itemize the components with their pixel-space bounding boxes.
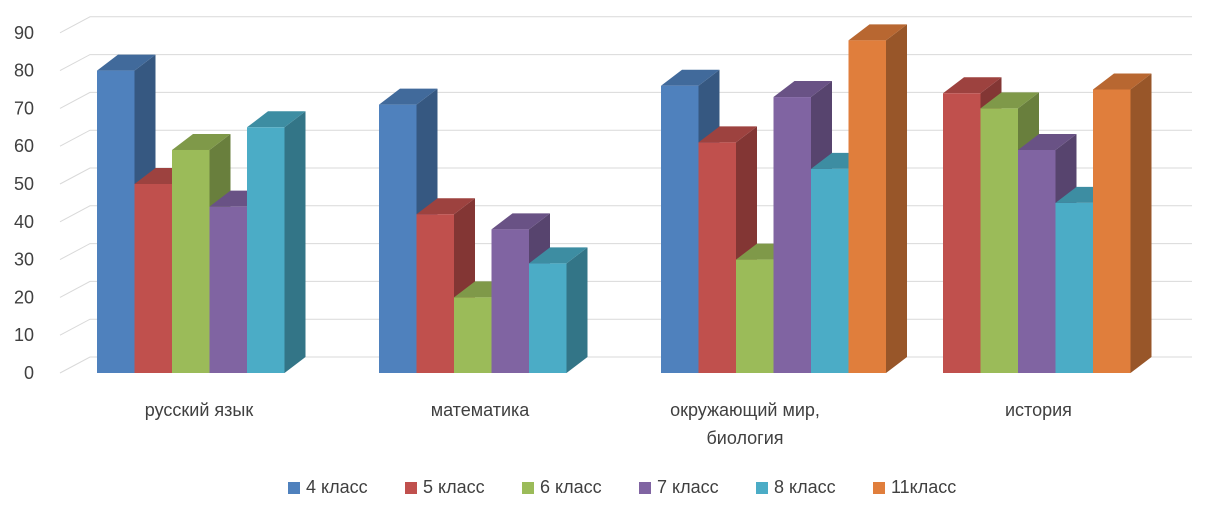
bar-top	[848, 24, 907, 41]
bar-top	[943, 77, 1002, 94]
gridline-90	[59, 16, 1192, 34]
bar-top	[172, 133, 231, 150]
y-tick-label: 20	[14, 287, 34, 307]
legend-swatch	[756, 482, 768, 494]
bar-top	[491, 213, 550, 230]
bar-front	[943, 93, 981, 373]
bar-3-5	[1093, 73, 1152, 373]
y-tick-label: 70	[14, 98, 34, 118]
bar-front	[416, 214, 454, 373]
bar-0-4	[247, 111, 306, 374]
bar-side	[886, 24, 907, 374]
bar-top	[980, 92, 1039, 109]
y-tick-label: 60	[14, 136, 34, 156]
y-tick-label: 30	[14, 250, 34, 270]
legend-label: 8 класс	[774, 477, 836, 497]
y-tick-label: 80	[14, 61, 34, 81]
bar-top	[379, 88, 438, 105]
y-tick-label: 0	[24, 363, 34, 383]
legend-item: 8 класс	[756, 477, 836, 497]
bar-front	[134, 184, 172, 373]
legend-item: 5 класс	[405, 477, 485, 497]
category-label: окружающий мир,	[670, 400, 820, 420]
bar-front	[172, 149, 210, 373]
gridline-80	[59, 54, 1192, 72]
y-tick-label: 40	[14, 212, 34, 232]
category-label: русский язык	[145, 400, 254, 420]
bar-front	[97, 70, 135, 373]
bar-front	[661, 85, 699, 373]
bar-top	[698, 126, 757, 143]
legend-item: 11класс	[873, 477, 956, 497]
bar-top	[97, 54, 156, 71]
category-label: математика	[431, 400, 531, 420]
bar-front	[454, 297, 492, 373]
bar-side	[1130, 73, 1152, 373]
bar-top	[1093, 73, 1152, 90]
grid	[59, 16, 1192, 374]
category-label: история	[1005, 400, 1072, 420]
bar-front	[1018, 149, 1056, 373]
bar-top	[1018, 133, 1077, 150]
bar-front	[736, 259, 774, 373]
legend-swatch	[522, 482, 534, 494]
legend-swatch	[873, 482, 885, 494]
bar-top	[247, 111, 306, 128]
legend-item: 7 класс	[639, 477, 719, 497]
bar-top	[529, 247, 588, 264]
bar-side	[566, 247, 588, 373]
bar-front	[980, 108, 1018, 374]
bar-front	[209, 206, 247, 373]
bar-top	[661, 69, 720, 86]
bar-top	[416, 198, 475, 215]
bar-front	[811, 168, 849, 373]
y-axis-ticks: 0 10 20 30 40 50 60 70 80 90	[14, 23, 34, 383]
legend-label: 6 класс	[540, 477, 602, 497]
bar-2-5	[848, 24, 907, 374]
bar-front	[1055, 202, 1093, 373]
legend-swatch	[405, 482, 417, 494]
bar-side	[284, 111, 306, 374]
bar-front	[1093, 89, 1131, 373]
legend: 4 класс 5 класс 6 класс 7 класс 8 класс 11кла…	[288, 477, 956, 497]
bar-front	[848, 40, 886, 374]
legend-item: 4 класс	[288, 477, 368, 497]
bar-front	[491, 229, 529, 373]
bar-front	[529, 263, 567, 373]
bar-top	[773, 81, 832, 98]
bars	[97, 24, 1152, 374]
category-label: биология	[706, 428, 783, 448]
legend-swatch	[639, 482, 651, 494]
category-labels: русский язык математика окружающий мир, био…	[145, 400, 1072, 448]
y-tick-label: 90	[14, 23, 34, 43]
bar-front	[247, 127, 285, 373]
bar-1-4	[529, 247, 588, 373]
legend-label: 4 класс	[306, 477, 368, 497]
y-tick-label: 50	[14, 174, 34, 194]
legend-item: 6 класс	[522, 477, 602, 497]
bar-front	[698, 142, 736, 373]
legend-swatch	[288, 482, 300, 494]
bar-front	[379, 104, 417, 374]
bar-front	[773, 97, 811, 373]
y-tick-label: 10	[14, 325, 34, 345]
legend-label: 5 класс	[423, 477, 485, 497]
legend-label: 11класс	[891, 477, 956, 497]
legend-label: 7 класс	[657, 477, 719, 497]
